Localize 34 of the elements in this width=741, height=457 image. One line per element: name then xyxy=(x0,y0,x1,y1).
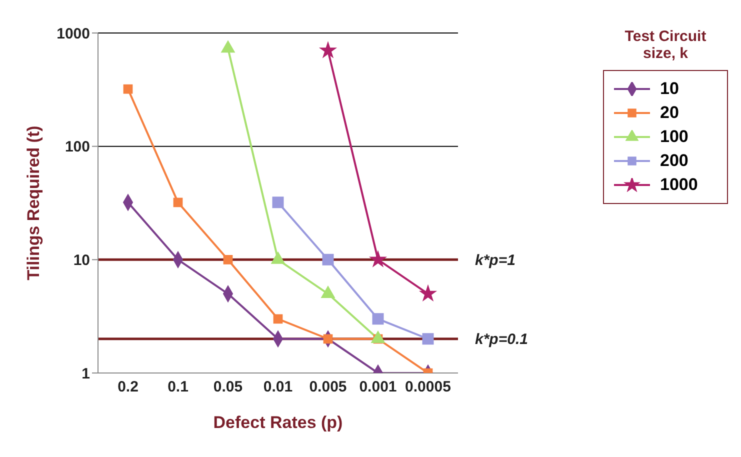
x-tick-label: 0.1 xyxy=(168,378,188,396)
point xyxy=(420,285,436,301)
x-axis-title: Defect Rates (p) xyxy=(213,413,343,432)
x-tick-label: 0.05 xyxy=(213,378,243,396)
point xyxy=(123,84,133,94)
x-tick-label: 0.005 xyxy=(309,378,347,396)
point xyxy=(273,314,283,324)
point xyxy=(323,334,333,344)
text: k*p=1 xyxy=(475,252,516,269)
point xyxy=(370,251,386,267)
y-axis-title: Tilings Required (t) xyxy=(24,126,44,280)
y-tick-label: 10 xyxy=(73,252,90,269)
legend-label: 200 xyxy=(660,151,688,171)
legend-label: 1000 xyxy=(660,175,698,195)
point xyxy=(320,42,336,58)
x-tick-label: 0.2 xyxy=(118,378,138,396)
point xyxy=(223,254,233,264)
legend-title: Test Circuit size, k xyxy=(624,28,708,62)
point xyxy=(322,254,334,266)
x-tick-label: 0.01 xyxy=(263,378,293,396)
point xyxy=(221,40,235,53)
point xyxy=(272,196,284,208)
point xyxy=(372,313,384,325)
legend-label: 20 xyxy=(660,103,679,123)
point xyxy=(173,198,183,208)
x-tick-label: 0.001 xyxy=(359,378,397,396)
point xyxy=(422,333,434,345)
y-tick-label: 1000 xyxy=(56,25,90,42)
x-tick-label: 0.0005 xyxy=(405,378,451,396)
text: k*p=0.1 xyxy=(475,331,528,348)
y-tick-label: 1 xyxy=(82,365,90,382)
legend-label: 100 xyxy=(660,127,688,147)
y-tick-label: 100 xyxy=(64,138,90,156)
legend-label: 10 xyxy=(660,79,679,99)
